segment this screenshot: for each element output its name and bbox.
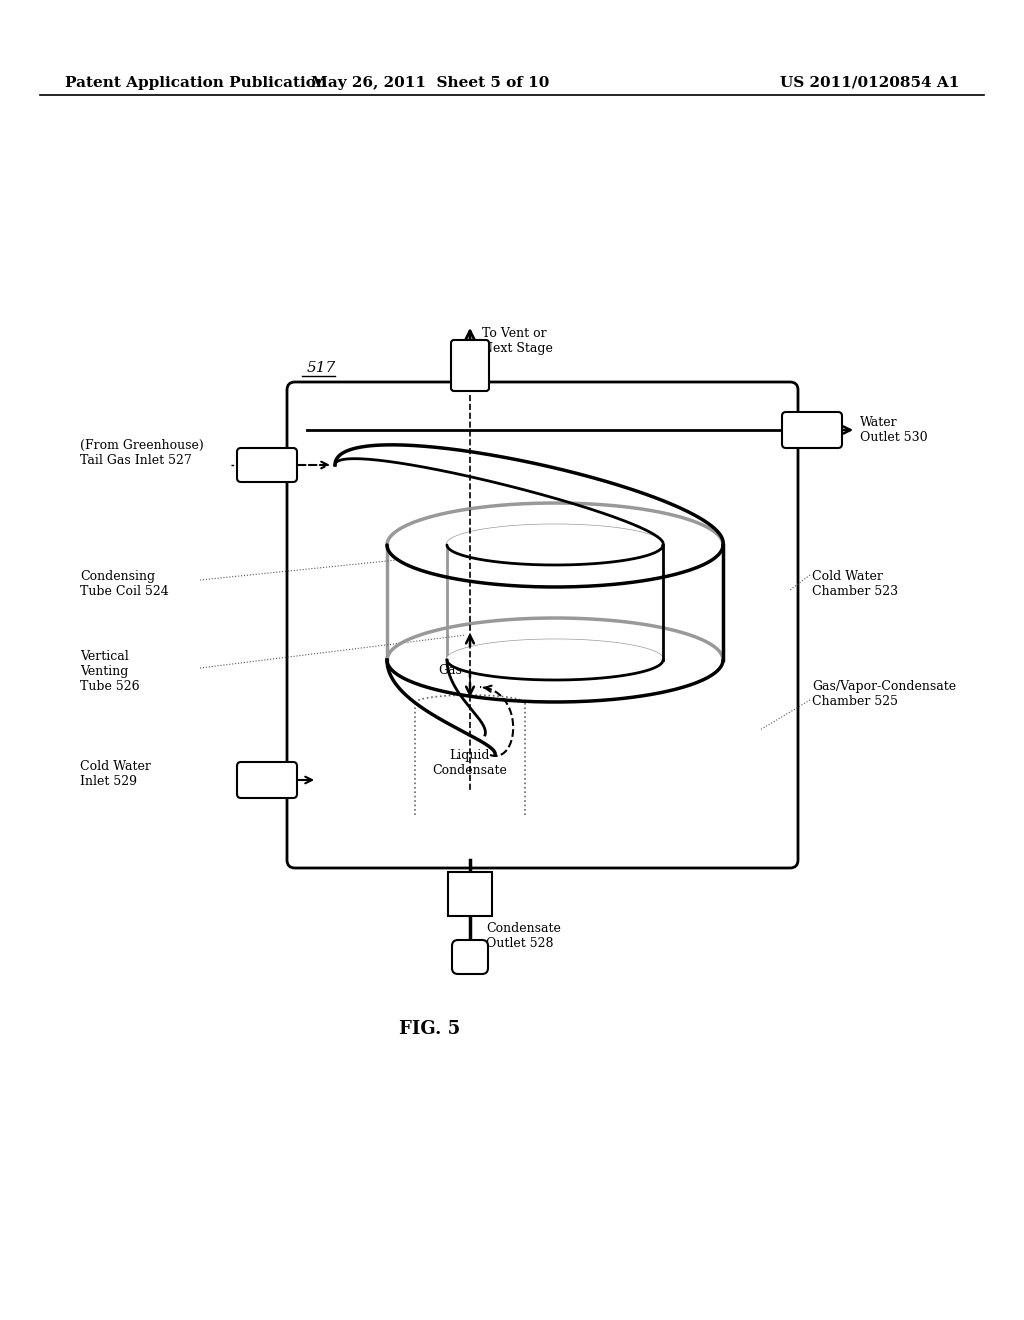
Text: Liquid
Condensate: Liquid Condensate [432, 748, 508, 777]
Polygon shape [447, 640, 663, 680]
Text: Water
Outlet 530: Water Outlet 530 [860, 416, 928, 444]
Text: Valve: Valve [454, 887, 485, 900]
Text: Condensate
Outlet 528: Condensate Outlet 528 [486, 921, 561, 950]
Text: Cold Water
Inlet 529: Cold Water Inlet 529 [80, 760, 151, 788]
Text: Condensing
Tube Coil 524: Condensing Tube Coil 524 [80, 570, 169, 598]
Polygon shape [447, 525, 663, 565]
Text: US 2011/0120854 A1: US 2011/0120854 A1 [780, 77, 959, 90]
Text: Gas/Vapor-Condensate
Chamber 525: Gas/Vapor-Condensate Chamber 525 [812, 680, 956, 708]
FancyBboxPatch shape [237, 447, 297, 482]
FancyBboxPatch shape [237, 762, 297, 799]
Bar [449, 873, 492, 916]
FancyBboxPatch shape [782, 412, 842, 447]
Text: To Vent or
Next Stage: To Vent or Next Stage [482, 327, 553, 355]
FancyBboxPatch shape [451, 341, 489, 391]
Text: 517: 517 [307, 360, 336, 375]
Text: Vertical
Venting
Tube 526: Vertical Venting Tube 526 [80, 649, 139, 693]
FancyBboxPatch shape [287, 381, 798, 869]
Text: Patent Application Publication: Patent Application Publication [65, 77, 327, 90]
Text: May 26, 2011  Sheet 5 of 10: May 26, 2011 Sheet 5 of 10 [311, 77, 549, 90]
Text: (From Greenhouse)
Tail Gas Inlet 527: (From Greenhouse) Tail Gas Inlet 527 [80, 440, 204, 467]
Text: FIG. 5: FIG. 5 [399, 1020, 461, 1038]
Text: Gas: Gas [438, 664, 462, 677]
FancyBboxPatch shape [452, 940, 488, 974]
Text: Cold Water
Chamber 523: Cold Water Chamber 523 [812, 570, 898, 598]
